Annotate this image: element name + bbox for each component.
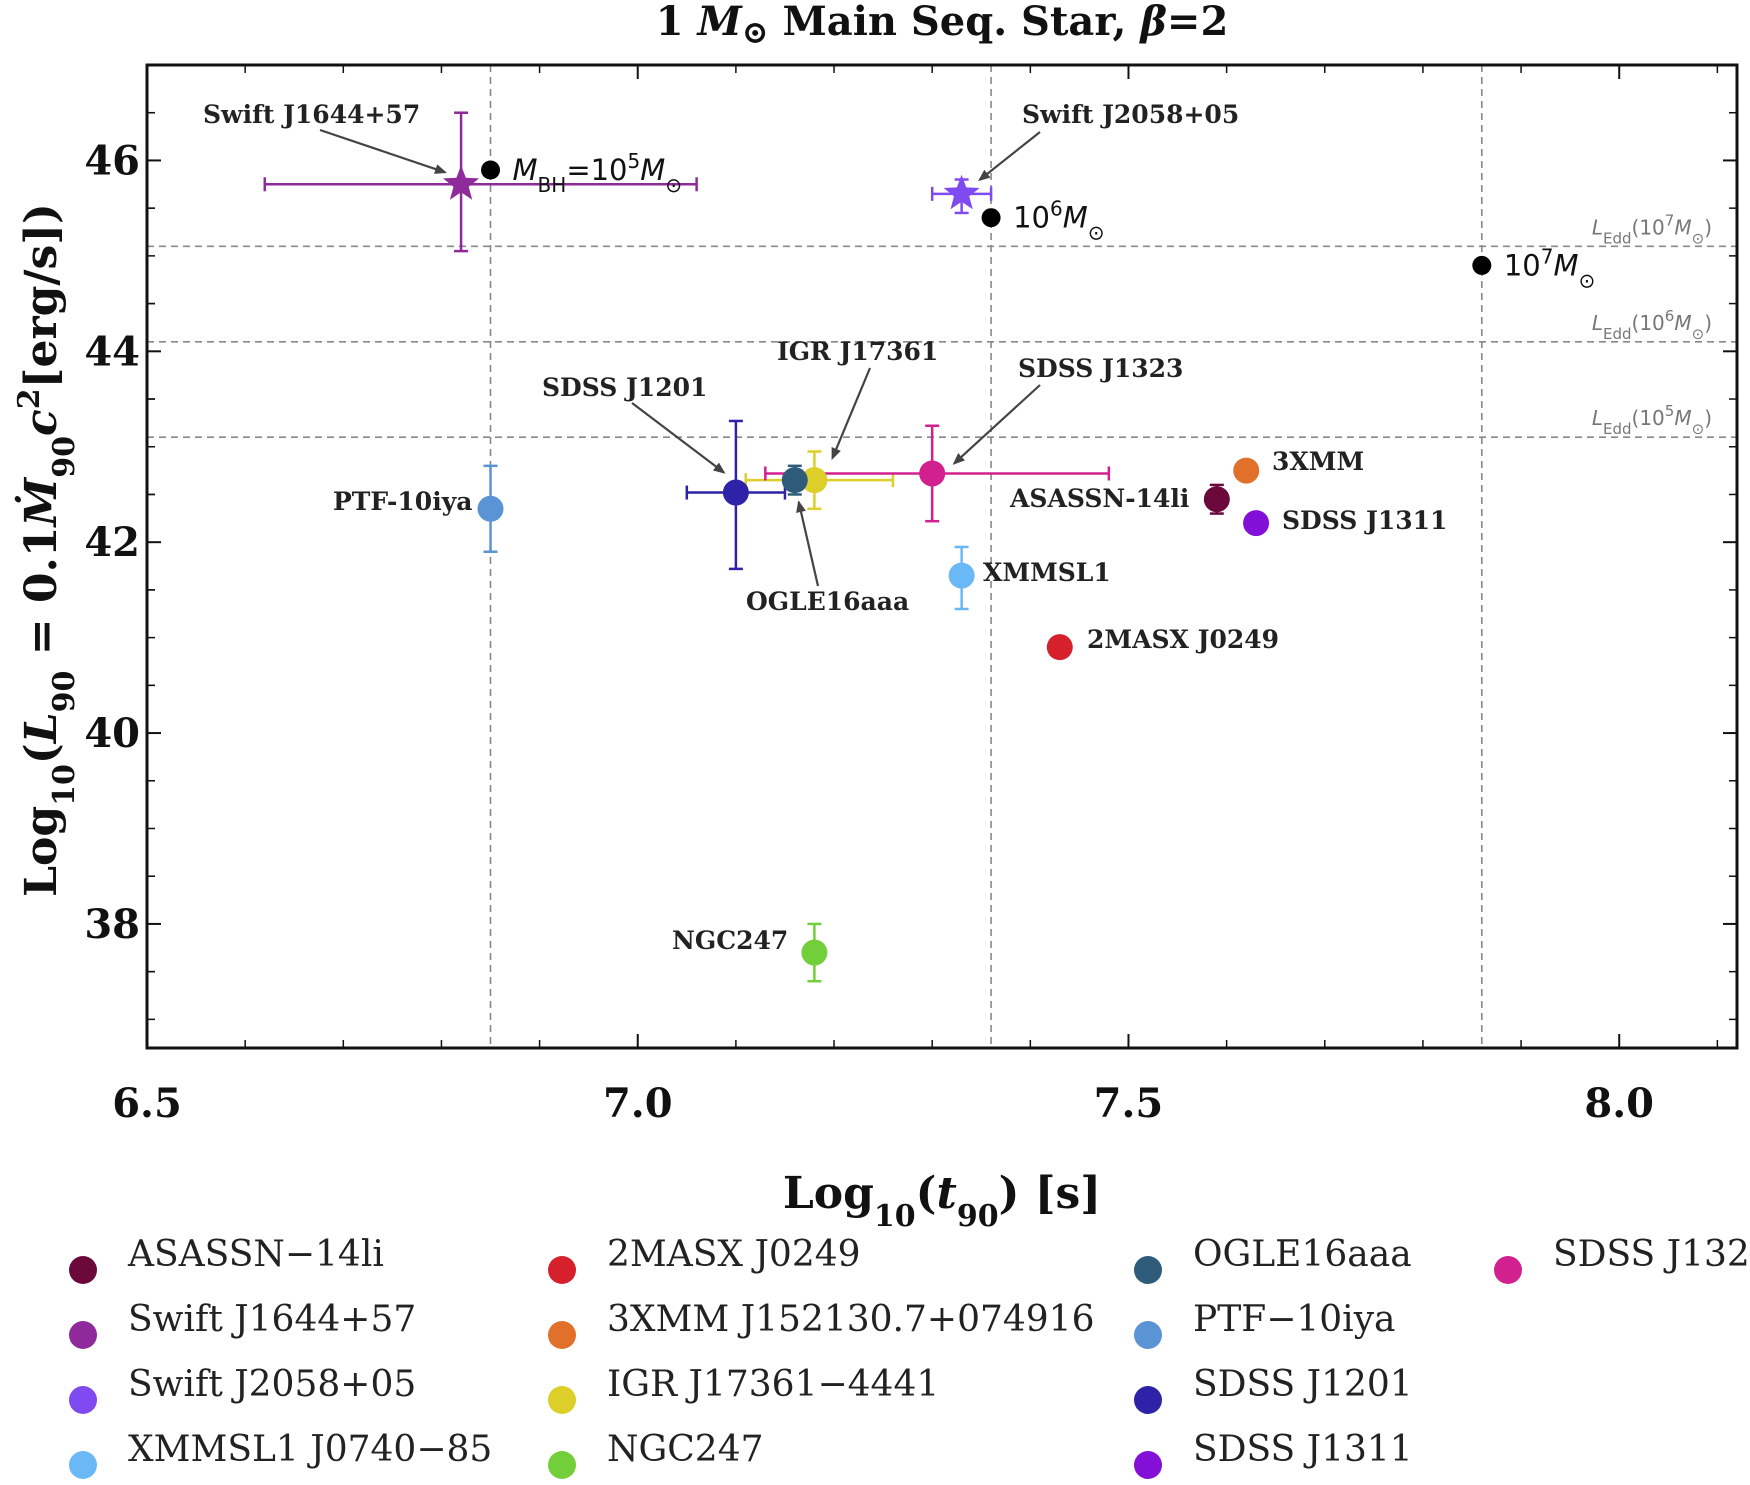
legend-entry: 2MASX J0249 xyxy=(607,1234,861,1275)
marker-sdss-j1201 xyxy=(722,479,749,506)
marker-xmmsl1 xyxy=(948,562,975,589)
legend-entry: SDSS J1201 xyxy=(1193,1364,1413,1405)
marker-ngc247 xyxy=(801,939,828,966)
x-tick-label: 7.0 xyxy=(603,1080,673,1127)
bh-mass-label: 106M⊙ xyxy=(1013,197,1104,245)
legend-marker xyxy=(548,1386,576,1414)
point-label: NGC247 xyxy=(672,926,788,955)
reference-lines xyxy=(147,65,1737,1048)
point-label: SDSS J1323 xyxy=(1018,354,1183,383)
annotation-arrow xyxy=(796,500,820,587)
eddington-labels: LEdd(107M⊙) LEdd(106M⊙) LEdd(105M⊙) xyxy=(1592,211,1712,438)
legend-entry: NGC247 xyxy=(607,1429,764,1470)
bh-mass-marker xyxy=(481,160,501,180)
marker-sdss-j1311 xyxy=(1243,510,1270,537)
x-tick-label: 7.5 xyxy=(1094,1080,1164,1127)
y-tick-label: 46 xyxy=(84,137,140,184)
legend-marker xyxy=(1134,1451,1162,1479)
marker-2masx-j0249 xyxy=(1046,634,1073,661)
legend-entry: IGR J17361−4441 xyxy=(607,1364,939,1405)
annotation-arrow xyxy=(319,128,447,174)
eddington-line-label: LEdd(105M⊙) xyxy=(1592,402,1712,438)
legend-marker xyxy=(69,1256,97,1284)
annotation-arrow xyxy=(978,131,1041,182)
legend-marker xyxy=(1134,1256,1162,1284)
data-markers xyxy=(443,165,1270,966)
point-label: SDSS J1201 xyxy=(542,373,707,402)
legend-entry: XMMSL1 J0740−85 xyxy=(128,1429,492,1470)
legend-marker xyxy=(69,1451,97,1479)
legend-entry: SDSS J1323 xyxy=(1553,1234,1750,1275)
annotations xyxy=(319,128,1041,587)
y-tick-label: 38 xyxy=(84,901,140,948)
legend-entry: PTF−10iya xyxy=(1193,1299,1396,1340)
marker-ptf-10iya xyxy=(477,495,504,522)
legend-marker xyxy=(69,1321,97,1349)
error-bars xyxy=(263,111,1224,983)
eddington-line-label: LEdd(107M⊙) xyxy=(1592,211,1712,247)
marker-swift-j2058-05 xyxy=(943,174,980,210)
bh-mass-marker xyxy=(1472,255,1492,275)
legend-marker xyxy=(69,1386,97,1414)
legend-marker xyxy=(548,1256,576,1284)
point-label: ASASSN-14li xyxy=(1009,484,1189,513)
y-tick-label: 40 xyxy=(84,710,140,757)
point-label: OGLE16aaa xyxy=(746,587,909,616)
marker-swift-j1644-57 xyxy=(443,165,480,200)
point-label: SDSS J1311 xyxy=(1282,506,1447,535)
point-label: Swift J1644+57 xyxy=(203,100,420,129)
legend: ASASSN−14li Swift J1644+57 Swift J2058+05 X… xyxy=(69,1234,1750,1479)
marker-igr-j17361 xyxy=(801,467,828,494)
annotation-arrow xyxy=(831,367,872,460)
marker-sdss-j1323 xyxy=(919,460,946,487)
legend-marker xyxy=(548,1321,576,1349)
plot-frame xyxy=(145,63,1739,1050)
point-label: 3XMM xyxy=(1272,447,1364,476)
marker-ogle16aaa xyxy=(781,467,808,494)
annotation-arrow xyxy=(631,402,726,474)
y-axis-ticks: 38 40 42 44 46 xyxy=(84,64,1737,1021)
x-tick-label: 8.0 xyxy=(1584,1080,1654,1127)
marker-asassn-14li xyxy=(1203,486,1230,513)
legend-marker xyxy=(1134,1386,1162,1414)
x-tick-label: 6.5 xyxy=(112,1080,182,1127)
point-label: 2MASX J0249 xyxy=(1087,625,1279,654)
marker-3xmm xyxy=(1233,457,1260,484)
chart-title: 1 M⊙ Main Seq. Star, β=2 xyxy=(656,0,1229,51)
bh-mass-label: MBH=105M⊙ xyxy=(513,149,683,197)
annotation-arrow xyxy=(952,384,1041,465)
y-tick-label: 44 xyxy=(84,328,140,375)
legend-entry: Swift J2058+05 xyxy=(128,1364,416,1405)
legend-entry: 3XMM J152130.7+074916 xyxy=(607,1299,1095,1340)
y-tick-label: 42 xyxy=(84,519,140,566)
legend-marker xyxy=(1494,1256,1522,1284)
point-label: PTF-10iya xyxy=(333,487,472,516)
black-hole-mass-markers: MBH=105M⊙ 106M⊙ 107M⊙ xyxy=(481,149,1595,292)
x-axis-label: Log10(t90) [s] xyxy=(783,1168,1101,1234)
point-label: IGR J17361 xyxy=(777,337,938,366)
bh-mass-label: 107M⊙ xyxy=(1504,244,1595,292)
legend-entry: Swift J1644+57 xyxy=(128,1299,416,1340)
legend-entry: ASASSN−14li xyxy=(127,1234,384,1275)
legend-entry: OGLE16aaa xyxy=(1193,1234,1412,1275)
bh-mass-marker xyxy=(981,208,1001,228)
y-axis-label: Log10(L90 = 0.1Ṁ90c2[erg/s]) xyxy=(12,203,82,897)
point-label: Swift J2058+05 xyxy=(1022,100,1239,129)
point-label: XMMSL1 xyxy=(983,558,1111,587)
x-axis-ticks: 6.5 7.0 7.5 8.0 xyxy=(112,65,1719,1127)
legend-marker xyxy=(548,1451,576,1479)
eddington-line-label: LEdd(106M⊙) xyxy=(1592,307,1712,343)
legend-marker xyxy=(1134,1321,1162,1349)
point-labels: ASASSN-14li Swift J1644+57 Swift J2058+05 X… xyxy=(203,100,1447,955)
legend-entry: SDSS J1311 xyxy=(1193,1429,1413,1470)
